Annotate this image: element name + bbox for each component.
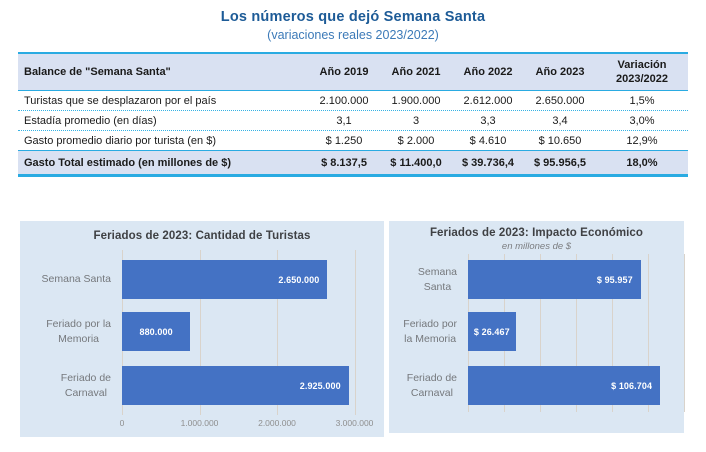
bar-track: 880.000 xyxy=(122,312,370,351)
x-tick-label: 2.000.000 xyxy=(258,418,296,428)
gridline xyxy=(684,254,685,412)
bar-track: 2.650.000 xyxy=(122,260,370,299)
cell-value: $ 4.610 xyxy=(469,134,507,147)
cell-value: 2.650.000 xyxy=(535,94,585,107)
gridline xyxy=(277,250,278,415)
x-axis: 0 1.000.000 2.000.000 3.000.000 xyxy=(119,418,374,430)
bar-row-semana-santa: Semana Santa $ 95.957 xyxy=(389,260,684,299)
row-label: Estadía promedio (en días) xyxy=(24,114,157,127)
bar-row-feriado-carnaval: Feriado de Carnaval 2.925.000 xyxy=(20,366,370,405)
bar-value-label: $ 106.704 xyxy=(611,380,653,391)
cell-value: $ 1.250 xyxy=(325,134,363,147)
chart-cantidad-turistas: Feriados de 2023: Cantidad de Turistas S… xyxy=(20,221,384,437)
page-title: Los números que dejó Semana Santa xyxy=(220,9,486,25)
bar-semana-santa: $ 95.957 xyxy=(468,260,641,299)
col-header-balance: Balance de "Semana Santa" xyxy=(24,66,171,78)
bar-value-label: 2.650.000 xyxy=(278,274,320,285)
table-row-turistas: Turistas que se desplazaron por el país … xyxy=(18,91,688,111)
bar-feriado-memoria: $ 26.467 xyxy=(468,312,516,351)
bar-track: $ 95.957 xyxy=(468,260,684,299)
chart-title: Feriados de 2023: Impacto Económico xyxy=(429,227,644,239)
table-row-gasto-total: Gasto Total estimado (en millones de $) … xyxy=(18,151,688,174)
bar-value-label: 2.925.000 xyxy=(299,380,341,391)
col-header-2022: Año 2022 xyxy=(463,66,513,78)
cell-value: 3,3 xyxy=(480,114,496,127)
cell-value: $ 8.137,5 xyxy=(321,156,367,169)
bar-value-label: $ 95.957 xyxy=(596,274,633,285)
gridline xyxy=(648,254,649,412)
cell-value: $ 11.400,0 xyxy=(390,156,442,169)
col-header-2021: Año 2021 xyxy=(391,66,441,78)
cell-value: 3,0% xyxy=(629,114,655,127)
category-label: Feriado de Carnaval xyxy=(60,372,111,399)
gridline xyxy=(576,254,577,412)
bar-feriado-carnaval: $ 106.704 xyxy=(468,366,661,405)
bar-track: $ 106.704 xyxy=(468,366,684,405)
row-label: Gasto promedio diario por turista (en $) xyxy=(24,134,216,147)
bar-row-semana-santa: Semana Santa 2.650.000 xyxy=(20,260,370,299)
row-label: Turistas que se desplazaron por el país xyxy=(24,94,217,107)
table-row-estadia: Estadía promedio (en días) 3,1 3 3,3 3,4… xyxy=(18,111,688,131)
cell-value: 18,0% xyxy=(626,156,658,169)
cell-value: 3,1 xyxy=(336,114,352,127)
bar-feriado-carnaval: 2.925.000 xyxy=(122,366,349,405)
cell-value: 3 xyxy=(412,114,420,127)
bar-track: $ 26.467 xyxy=(468,312,684,351)
category-label: Feriado de Carnaval xyxy=(406,372,457,399)
x-tick-label: 0 xyxy=(119,418,125,428)
col-header-2019: Año 2019 xyxy=(319,66,369,78)
chart-impacto-economico: Feriados de 2023: Impacto Económico en m… xyxy=(389,221,685,433)
balance-table: Balance de "Semana Santa" Año 2019 Año 2… xyxy=(18,52,688,177)
category-label: Feriado por la Memoria xyxy=(46,318,111,345)
header: Los números que dejó Semana Santa (varia… xyxy=(0,9,706,42)
col-header-variacion: Variación 2023/2022 xyxy=(616,58,668,85)
category-label: Semana Santa xyxy=(41,273,111,286)
table-row-gasto-diario: Gasto promedio diario por turista (en $)… xyxy=(18,131,688,151)
cell-value: 1.900.000 xyxy=(391,94,441,107)
cell-value: 1,5% xyxy=(629,94,655,107)
category-label: Semana Santa xyxy=(417,266,457,293)
cell-value: $ 39.736,4 xyxy=(462,156,514,169)
cell-value: 2.100.000 xyxy=(319,94,369,107)
x-tick-label: 3.000.000 xyxy=(335,418,374,428)
row-label: Gasto Total estimado (en millones de $) xyxy=(24,156,232,169)
gridline xyxy=(199,250,201,415)
cell-value: $ 2.000 xyxy=(397,134,435,147)
page-subtitle: (variaciones reales 2023/2022) xyxy=(267,28,439,42)
bar-value-label: $ 26.467 xyxy=(473,326,510,337)
x-tick-label: 1.000.000 xyxy=(180,418,219,428)
chart-subtitle: en millones de $ xyxy=(501,241,572,252)
bar-semana-santa: 2.650.000 xyxy=(122,260,328,299)
chart-title: Feriados de 2023: Cantidad de Turistas xyxy=(93,230,311,242)
bar-track: 2.925.000 xyxy=(122,366,370,405)
gridline xyxy=(539,254,541,412)
gridline xyxy=(354,250,356,415)
col-header-2023: Año 2023 xyxy=(535,66,585,78)
gridline xyxy=(611,254,613,412)
bar-row-feriado-carnaval: Feriado de Carnaval $ 106.704 xyxy=(389,366,684,405)
bar-row-feriado-memoria: Feriado por la Memoria $ 26.467 xyxy=(389,312,684,351)
cell-value: 3,4 xyxy=(552,114,568,127)
cell-value: $ 95.956,5 xyxy=(534,156,586,169)
table-header-row: Balance de "Semana Santa" Año 2019 Año 2… xyxy=(18,54,688,91)
category-label: Feriado por la Memoria xyxy=(403,318,457,345)
bar-value-label: 880.000 xyxy=(139,326,173,337)
cell-value: $ 10.650 xyxy=(538,134,582,147)
bar-row-feriado-memoria: Feriado por la Memoria 880.000 xyxy=(20,312,370,351)
bar-feriado-memoria: 880.000 xyxy=(122,312,191,351)
cell-value: 2.612.000 xyxy=(463,94,513,107)
cell-value: 12,9% xyxy=(626,134,658,147)
